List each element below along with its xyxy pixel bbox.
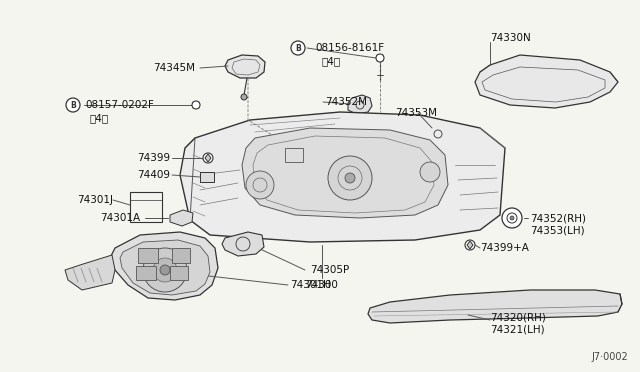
Text: 74300: 74300 bbox=[305, 280, 339, 290]
Text: B: B bbox=[295, 44, 301, 52]
Text: J7·0002: J7·0002 bbox=[591, 352, 628, 362]
Text: 74353M: 74353M bbox=[395, 108, 437, 118]
Polygon shape bbox=[120, 240, 210, 295]
Circle shape bbox=[160, 265, 170, 275]
Bar bbox=[172, 248, 190, 263]
Circle shape bbox=[143, 248, 187, 292]
Polygon shape bbox=[368, 290, 622, 323]
Text: 74305P: 74305P bbox=[310, 265, 349, 275]
Circle shape bbox=[345, 173, 355, 183]
Bar bbox=[285, 148, 303, 162]
Text: 、4）: 、4） bbox=[89, 113, 108, 123]
Text: 74399: 74399 bbox=[137, 153, 170, 163]
Text: 74353(LH): 74353(LH) bbox=[530, 225, 584, 235]
Text: 74321(LH): 74321(LH) bbox=[490, 325, 545, 335]
Text: 74301A: 74301A bbox=[100, 213, 140, 223]
Text: 74301J: 74301J bbox=[77, 195, 113, 205]
Bar bbox=[200, 172, 214, 182]
Text: 08157-0202F: 08157-0202F bbox=[85, 100, 154, 110]
Polygon shape bbox=[475, 55, 618, 108]
Polygon shape bbox=[467, 241, 473, 249]
Text: 74320(RH): 74320(RH) bbox=[490, 313, 546, 323]
Polygon shape bbox=[225, 55, 265, 78]
Polygon shape bbox=[65, 255, 115, 290]
Text: 08156-8161F: 08156-8161F bbox=[315, 43, 384, 53]
Text: B: B bbox=[70, 100, 76, 109]
Polygon shape bbox=[222, 232, 264, 256]
Polygon shape bbox=[180, 112, 505, 242]
Circle shape bbox=[192, 101, 200, 109]
Circle shape bbox=[153, 258, 177, 282]
Polygon shape bbox=[348, 95, 372, 114]
Polygon shape bbox=[427, 124, 450, 143]
Circle shape bbox=[203, 153, 213, 163]
Circle shape bbox=[177, 215, 183, 221]
Text: 、4）: 、4） bbox=[322, 56, 341, 66]
Text: 74399+A: 74399+A bbox=[480, 243, 529, 253]
Circle shape bbox=[465, 240, 475, 250]
Circle shape bbox=[241, 94, 247, 100]
Bar bbox=[138, 248, 158, 263]
Polygon shape bbox=[242, 128, 448, 218]
Text: 74352(RH): 74352(RH) bbox=[530, 213, 586, 223]
Polygon shape bbox=[110, 232, 218, 300]
Circle shape bbox=[328, 156, 372, 200]
Circle shape bbox=[66, 98, 80, 112]
Text: 74330N: 74330N bbox=[490, 33, 531, 43]
Bar bbox=[136, 266, 156, 280]
Text: 74352M: 74352M bbox=[325, 97, 367, 107]
Bar bbox=[170, 266, 188, 280]
Polygon shape bbox=[170, 210, 193, 226]
Circle shape bbox=[510, 216, 514, 220]
Circle shape bbox=[420, 162, 440, 182]
Text: 74301H: 74301H bbox=[290, 280, 331, 290]
Text: 74345M: 74345M bbox=[153, 63, 195, 73]
Circle shape bbox=[246, 171, 274, 199]
Polygon shape bbox=[205, 154, 211, 162]
Text: 74409: 74409 bbox=[137, 170, 170, 180]
Circle shape bbox=[502, 208, 522, 228]
Circle shape bbox=[376, 54, 384, 62]
Bar bbox=[130, 192, 162, 222]
Circle shape bbox=[291, 41, 305, 55]
